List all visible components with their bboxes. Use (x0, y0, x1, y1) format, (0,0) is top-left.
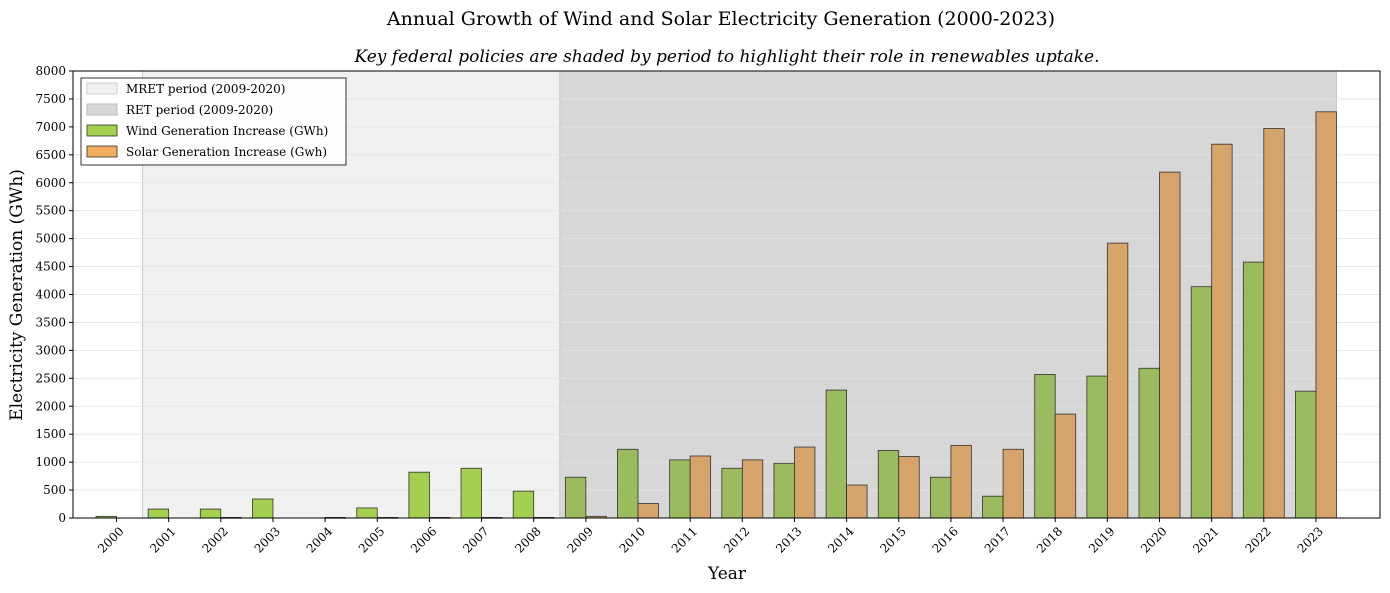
y-axis-label: Electricity Generation (GWh) (7, 169, 27, 421)
x-axis-label: Year (707, 564, 747, 584)
legend-label-wind: Wind Generation Increase (GWh) (126, 124, 328, 138)
wind-bar-2023 (1295, 390, 1317, 519)
solar-bar-2010 (637, 503, 659, 519)
wind-bar-2010 (617, 448, 639, 519)
wind-bar-2020 (1138, 367, 1160, 519)
y-tick-label: 0 (58, 511, 66, 525)
x-tick-label-2000: 2000 (95, 524, 126, 555)
x-tick-label-2006: 2006 (408, 524, 439, 555)
solar-bar-2016 (950, 444, 972, 519)
chart-title: Annual Growth of Wind and Solar Electric… (386, 8, 1055, 30)
x-tick-label-2015: 2015 (877, 524, 908, 555)
y-tick-label: 5500 (35, 204, 66, 218)
y-tick-label: 3000 (35, 343, 66, 357)
legend-swatch-ret (86, 103, 118, 116)
y-tick-label: 8000 (35, 64, 66, 78)
wind-bar-2003 (252, 498, 274, 519)
x-tick-label-2016: 2016 (930, 524, 961, 555)
wind-bar-2001 (147, 508, 170, 519)
y-tick-label: 5000 (35, 232, 66, 246)
y-tick-label: 2000 (35, 399, 66, 413)
x-tick-label-2008: 2008 (512, 524, 543, 555)
solar-bar-2020 (1159, 171, 1181, 519)
wind-bar-2012 (721, 467, 743, 519)
solar-bar-2019 (1106, 242, 1129, 519)
solar-bar-2011 (689, 455, 712, 519)
solar-bar-2018 (1054, 413, 1077, 519)
x-tick-label-2007: 2007 (460, 524, 491, 555)
legend-label-solar: Solar Generation Increase (Gwh) (126, 145, 327, 159)
x-tick-label-2020: 2020 (1138, 524, 1169, 555)
wind-bar-2016 (930, 476, 952, 519)
solar-bar-2017 (1002, 448, 1024, 519)
y-tick-label: 1000 (35, 455, 66, 469)
y-axis: 0 500 1000 1500 2000 2500 3000 3500 4000 4500 5000… (35, 64, 73, 525)
x-tick-label-2022: 2022 (1242, 524, 1273, 555)
wind-bar-2007 (460, 467, 482, 519)
legend-swatch-solar (86, 145, 118, 158)
solar-bar-2013 (794, 446, 816, 519)
x-tick-label-2001: 2001 (147, 524, 178, 555)
solar-bar-2012 (741, 459, 764, 519)
wind-bar-2019 (1086, 375, 1108, 519)
legend: MRET period (2009-2020) RET period (2009… (80, 77, 347, 166)
x-axis: 2000 2001 2002 2003 2004 2005 2006 2007 2008 2009… (95, 518, 1326, 556)
legend-swatch-wind (86, 124, 118, 137)
wind-bar-2017 (982, 495, 1004, 519)
y-tick-label: 3500 (35, 315, 66, 329)
y-tick-label: 2500 (35, 371, 66, 385)
y-tick-label: 6500 (35, 148, 66, 162)
y-tick-label: 7500 (35, 92, 66, 106)
x-tick-label-2014: 2014 (825, 524, 857, 556)
y-tick-label: 1500 (35, 427, 66, 441)
x-tick-label-2003: 2003 (252, 524, 283, 555)
solar-bar-2015 (898, 456, 920, 519)
legend-box (80, 77, 347, 166)
x-tick-label-2013: 2013 (773, 524, 804, 555)
legend-label-mret: MRET period (2009-2020) (126, 82, 285, 96)
y-tick-label: 4500 (35, 260, 66, 274)
legend-swatch-mret (86, 82, 118, 95)
solar-bar-2014 (846, 484, 868, 519)
x-tick-label-2019: 2019 (1086, 524, 1117, 555)
wind-bar-2014 (825, 389, 847, 519)
wind-bar-2009 (564, 476, 587, 519)
wind-bar-2022 (1242, 261, 1265, 519)
x-tick-label-2005: 2005 (356, 524, 387, 555)
legend-label-ret: RET period (2009-2020) (126, 103, 273, 117)
wind-bar-2011 (669, 459, 691, 519)
wind-bar-2002 (199, 508, 222, 519)
y-tick-label: 4000 (35, 288, 66, 302)
wind-bar-2018 (1034, 374, 1056, 519)
wind-bar-2021 (1190, 286, 1213, 519)
solar-bar-2021 (1211, 143, 1233, 519)
solar-bar-2023 (1315, 111, 1337, 519)
wind-bar-2013 (773, 462, 795, 519)
bars (95, 111, 1337, 519)
x-tick-label-2004: 2004 (304, 524, 336, 556)
x-tick-label-2002: 2002 (199, 524, 230, 555)
y-tick-label: 500 (43, 483, 66, 497)
y-tick-label: 6000 (35, 176, 66, 190)
x-tick-label-2010: 2010 (617, 524, 648, 555)
wind-bar-2006 (408, 471, 430, 519)
y-tick-label: 7000 (35, 120, 66, 134)
wind-bar-2005 (356, 507, 378, 519)
x-tick-label-2017: 2017 (982, 524, 1013, 555)
x-tick-label-2011: 2011 (669, 524, 700, 555)
x-tick-label-2023: 2023 (1295, 524, 1326, 555)
chart-subtitle: Key federal policies are shaded by perio… (354, 47, 1100, 67)
x-tick-label-2009: 2009 (564, 524, 595, 555)
solar-bar-2022 (1263, 128, 1285, 519)
x-tick-label-2018: 2018 (1034, 524, 1065, 555)
x-tick-label-2021: 2021 (1190, 524, 1221, 555)
x-tick-label-2012: 2012 (721, 524, 752, 555)
wind-bar-2015 (877, 449, 900, 519)
wind-bar-2008 (512, 490, 535, 519)
